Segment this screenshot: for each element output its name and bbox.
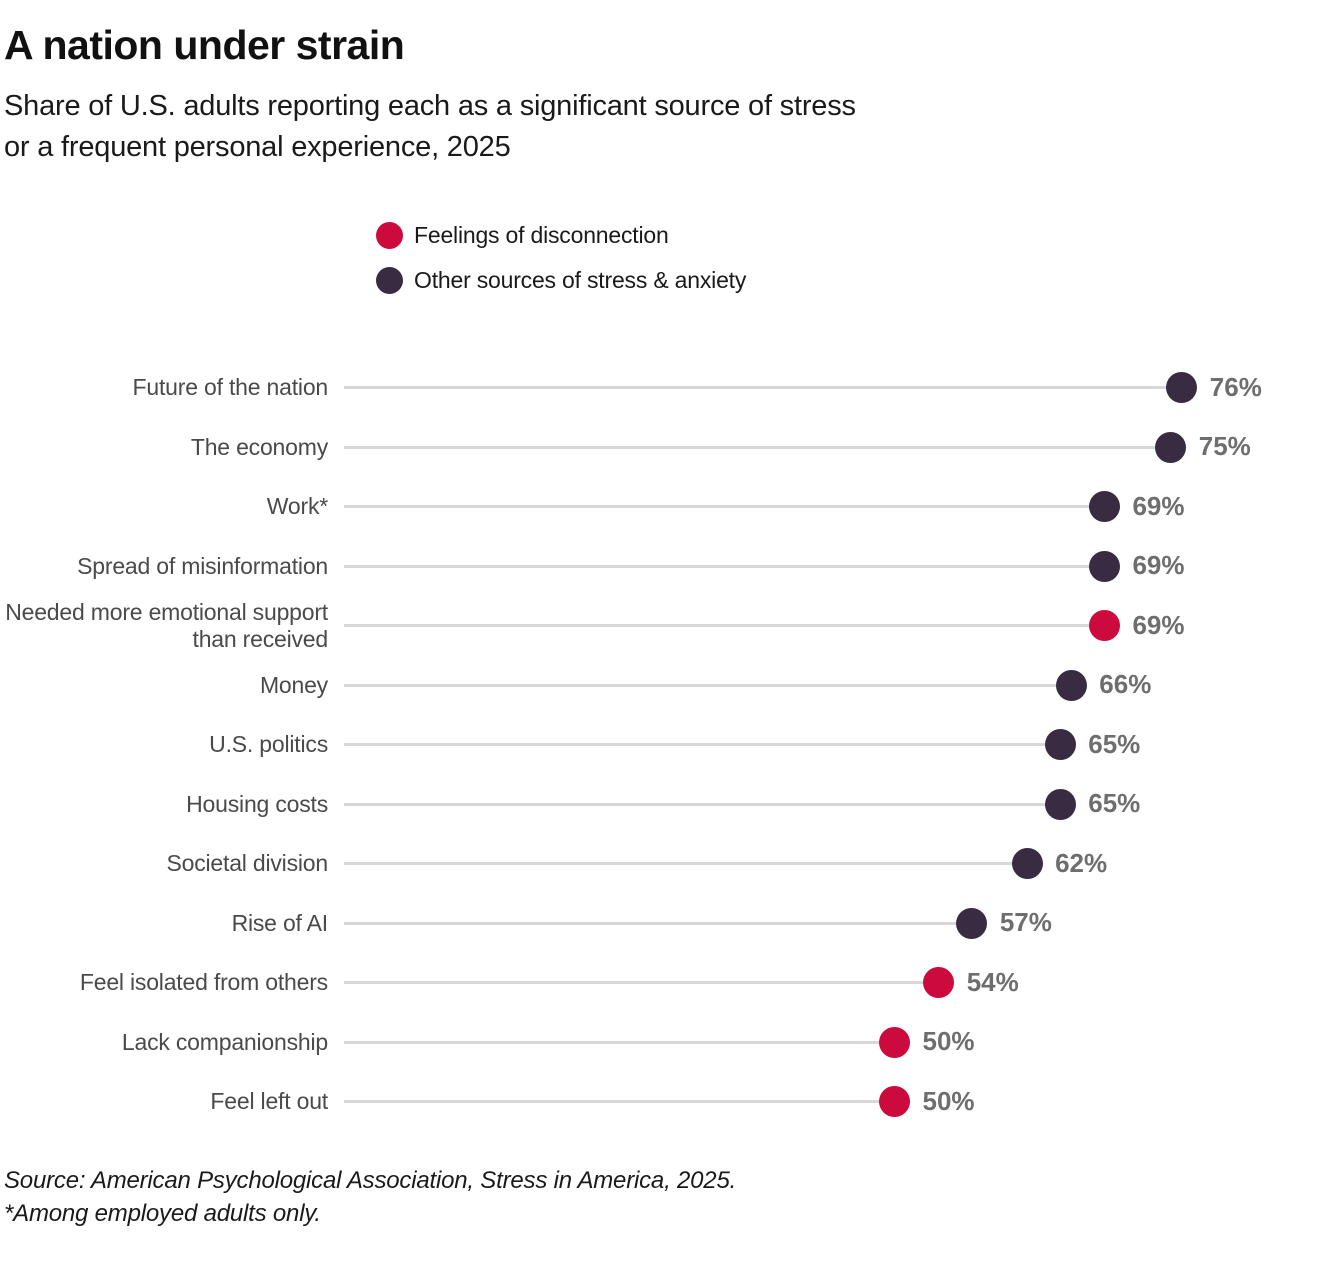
row-plot-area: 76%: [342, 358, 1344, 418]
row-plot-area: 50%: [342, 1013, 1344, 1073]
value-label: 75%: [1198, 431, 1251, 462]
legend-dot-disconnection: [376, 222, 403, 249]
category-label: Spread of misinformation: [77, 552, 328, 579]
row-plot-area: 65%: [342, 715, 1344, 775]
value-label: 76%: [1209, 371, 1262, 402]
data-point-dot: [1088, 610, 1120, 642]
data-point-dot: [1155, 431, 1187, 463]
value-label: 65%: [1088, 728, 1141, 759]
chart-row: U.S. politics 65%: [0, 715, 1344, 775]
row-plot-area: 75%: [342, 418, 1344, 478]
data-point-dot: [1166, 372, 1198, 404]
category-label: The economy: [190, 433, 328, 460]
row-plot-area: 69%: [342, 537, 1344, 597]
row-plot-area: 69%: [342, 596, 1344, 656]
data-point-dot: [879, 1026, 910, 1058]
legend-item-other: Other sources of stress & anxiety: [376, 267, 746, 294]
category-label: Lack companionship: [121, 1028, 328, 1055]
data-point-dot: [1044, 788, 1076, 820]
subtitle-line-1: Share of U.S. adults reporting each as a…: [4, 90, 856, 122]
subtitle-line-2: or a frequent personal experience, 2025: [4, 130, 511, 163]
chart-row: Needed more emotional support than recei…: [0, 596, 1344, 656]
track-line: [344, 386, 1184, 390]
value-label: 57%: [999, 907, 1052, 938]
value-label: 50%: [922, 1026, 975, 1057]
legend-label: Other sources of stress & anxiety: [414, 267, 747, 293]
chart-legend: Feelings of disconnection Other sources …: [376, 222, 746, 312]
row-plot-area: 54%: [342, 953, 1344, 1013]
data-point-dot: [923, 967, 955, 999]
page-title: A nation under strain: [4, 22, 405, 68]
data-point-dot: [1055, 669, 1087, 701]
chart-subtitle: Share of U.S. adults reporting each as a…: [4, 86, 856, 167]
category-label: Money: [259, 671, 328, 698]
value-label: 69%: [1132, 490, 1185, 521]
track-line: [344, 1100, 897, 1104]
category-label: Future of the nation: [132, 374, 329, 401]
category-label: Rise of AI: [231, 909, 329, 936]
chart-row: Money 66%: [0, 656, 1344, 716]
category-label: U.S. politics: [209, 731, 328, 758]
chart-row: Work* 69%: [0, 477, 1344, 537]
track-line: [344, 683, 1074, 687]
chart-row: Lack companionship 50%: [0, 1013, 1344, 1073]
data-point-dot: [956, 907, 988, 939]
category-label: Feel left out: [210, 1088, 328, 1115]
track-line: [344, 862, 1030, 866]
row-plot-area: 66%: [342, 656, 1344, 716]
track-line: [344, 802, 1063, 806]
legend-label: Feelings of disconnection: [414, 222, 669, 248]
track-line: [344, 624, 1107, 628]
data-point-dot: [1088, 491, 1120, 523]
data-point-dot: [879, 1086, 910, 1118]
data-point-dot: [1088, 550, 1120, 582]
row-plot-area: 69%: [342, 477, 1344, 537]
row-plot-area: 57%: [342, 894, 1344, 954]
chart-row: The economy 75%: [0, 418, 1344, 478]
value-label: 54%: [966, 966, 1019, 997]
chart-row: Feel left out 50%: [0, 1072, 1344, 1132]
value-label: 69%: [1132, 550, 1185, 581]
asterisk-note: *Among employed adults only.: [4, 1200, 321, 1228]
row-plot-area: 50%: [342, 1072, 1344, 1132]
chart-row: Spread of misinformation 69%: [0, 537, 1344, 597]
chart-footer: Source: American Psychological Associati…: [4, 1164, 736, 1230]
track-line: [344, 743, 1063, 747]
category-label: Needed more emotional support than recei…: [5, 598, 328, 652]
track-line: [344, 505, 1107, 509]
chart-row: Societal division 62%: [0, 834, 1344, 894]
row-plot-area: 65%: [342, 775, 1344, 835]
category-label: Housing costs: [186, 790, 328, 817]
data-point-dot: [1044, 729, 1076, 761]
chart-plot-area: Future of the nation 76% The economy 75% Wor…: [0, 358, 1344, 1132]
value-label: 69%: [1132, 609, 1185, 640]
track-line: [344, 981, 941, 985]
category-label: Work*: [266, 493, 328, 520]
data-point-dot: [1011, 848, 1043, 880]
source-note: Source: American Psychological Associati…: [4, 1167, 737, 1194]
value-label: 50%: [922, 1085, 975, 1116]
value-label: 66%: [1099, 669, 1152, 700]
track-line: [344, 445, 1173, 449]
chart-row: Feel isolated from others 54%: [0, 953, 1344, 1013]
value-label: 62%: [1055, 847, 1108, 878]
category-label: Feel isolated from others: [79, 969, 328, 996]
row-plot-area: 62%: [342, 834, 1344, 894]
chart-row: Housing costs 65%: [0, 775, 1344, 835]
legend-dot-other: [376, 267, 403, 294]
chart-row: Future of the nation 76%: [0, 358, 1344, 418]
track-line: [344, 1040, 897, 1044]
value-label: 65%: [1088, 788, 1141, 819]
chart-row: Rise of AI 57%: [0, 894, 1344, 954]
category-label: Societal division: [166, 850, 328, 877]
track-line: [344, 921, 974, 925]
legend-item-disconnection: Feelings of disconnection: [376, 222, 746, 249]
track-line: [344, 564, 1107, 568]
